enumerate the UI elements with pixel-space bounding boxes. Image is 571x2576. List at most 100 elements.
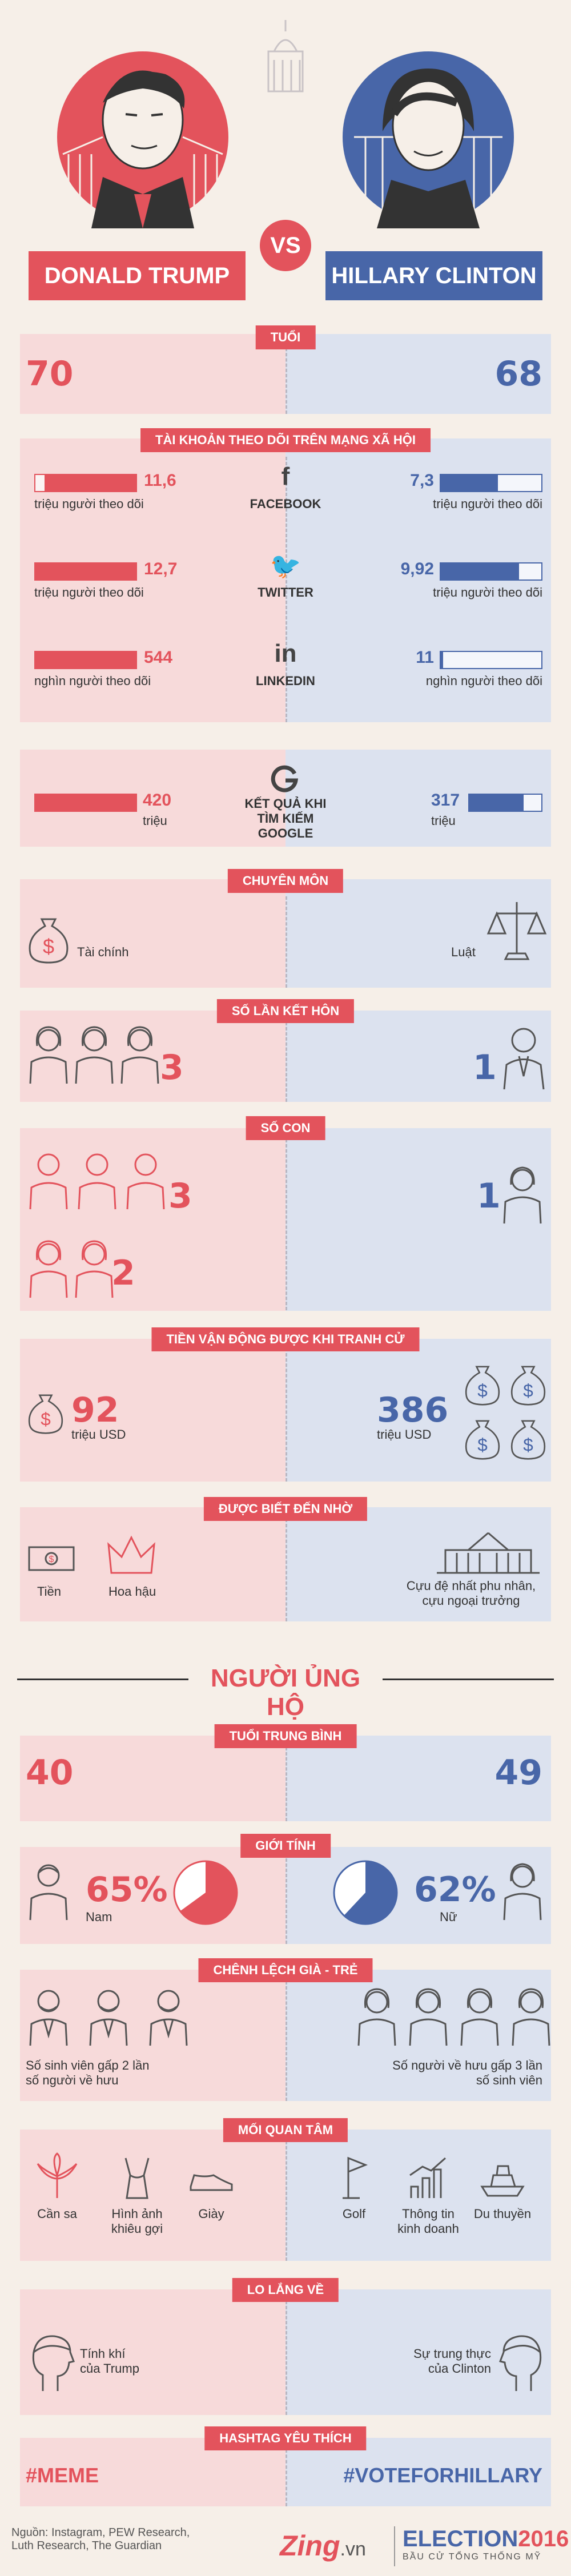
trump-linkedin-value: 544	[144, 648, 173, 667]
trump-google-bar	[34, 794, 137, 812]
daughter-icon	[29, 1240, 68, 1298]
capitol-icon	[267, 20, 304, 92]
trump-interest-label: Giày	[166, 2207, 257, 2221]
interest-line1: Du thuyền	[473, 2207, 532, 2221]
clinton-worry-line1: Sự trung thực	[413, 2346, 491, 2361]
money-bag-icon: $	[510, 1420, 546, 1460]
son-icon	[78, 1153, 116, 1210]
trump-bar-fill	[44, 475, 136, 491]
google-label: KẾT QUẢ KHI TÌM KIẾM GOOGLE	[228, 796, 343, 841]
trump-twitter-unit: triệu người theo dõi	[34, 585, 144, 599]
trump-profile-icon	[32, 2335, 75, 2391]
avg-age-title: Tuổi trung bình	[214, 1724, 357, 1748]
fundraising-title: Tiền vận động được khi tranh cử	[151, 1327, 420, 1351]
supporter-icon	[29, 1990, 68, 2046]
golf-flag-icon	[331, 2152, 377, 2204]
bill-clinton-icon	[503, 1028, 545, 1090]
trump-expertise: Tài chính	[77, 945, 129, 959]
clinton-twitter-unit: triệu người theo dõi	[433, 585, 542, 599]
interest-line1: Cần sa	[37, 2207, 77, 2221]
daughter-icon	[75, 1240, 114, 1298]
clinton-worry-line2: của Clinton	[428, 2361, 491, 2376]
interest-line1: Thông tin	[402, 2207, 455, 2221]
interest-line1: Giày	[198, 2207, 224, 2221]
trump-google-unit: triệu	[143, 814, 167, 828]
trump-portrait	[57, 51, 228, 228]
worries-title: Lo lắng về	[232, 2278, 339, 2302]
supporters-rule-right	[383, 1679, 554, 1680]
trump-worry-line2: của Trump	[80, 2361, 139, 2376]
pie-slice	[344, 1861, 397, 1924]
expertise-title: Chuyên môn	[227, 869, 344, 893]
trump-sons: 3	[168, 1176, 192, 1216]
clinton-facebook-bar	[440, 474, 542, 492]
trump-age: 70	[26, 354, 74, 394]
trump-avg-age: 40	[26, 1753, 74, 1793]
google-label-line2: TÌM KIẾM GOOGLE	[257, 811, 314, 840]
children-title: Số con	[246, 1116, 325, 1140]
twitter-icon: 🐦	[270, 552, 301, 580]
footer-separator	[394, 2526, 395, 2566]
trump-name: DONALD TRUMP	[44, 263, 230, 288]
trump-bar-fill	[35, 652, 136, 668]
son-icon	[29, 1153, 68, 1210]
pie-slice	[180, 1861, 237, 1924]
clinton-marriages: 1	[473, 1048, 497, 1088]
known-for-clinton-line2: cựu ngoại trưởng	[422, 1593, 520, 1608]
trump-fund-unit: triệu USD	[71, 1427, 126, 1442]
money-bag-icon: $	[29, 918, 69, 964]
wife-icon	[75, 1026, 114, 1084]
vs-badge: VS	[260, 220, 311, 271]
trump-age-gap-text: Số sinh viên gấp 2 lần số người về hưu	[26, 2058, 150, 2088]
known-for-title: Được biết đến nhờ	[203, 1497, 368, 1521]
svg-text:$: $	[477, 1434, 488, 1455]
clinton-age-gap-text: Số người về hưu gấp 3 lần số sinh viên	[377, 2058, 542, 2088]
clinton-bar-fill	[441, 652, 443, 668]
supporter-icon	[149, 1990, 188, 2046]
wife-icon	[120, 1026, 159, 1084]
clinton-linkedin-bar	[440, 651, 542, 669]
son-icon	[126, 1153, 165, 1210]
trump-name-box: DONALD TRUMP	[29, 251, 246, 300]
wife-icon	[29, 1026, 68, 1084]
clinton-fund-unit: triệu USD	[377, 1427, 432, 1442]
cannabis-leaf-icon	[34, 2152, 80, 2204]
source-line1: Nguồn: Instagram, PEW Research,	[11, 2526, 190, 2539]
source-line2: Luth Research, The Guardian	[11, 2539, 162, 2552]
trump-gender-pie	[173, 1860, 238, 1925]
known-for-clinton-line1: Cựu đệ nhất phu nhân,	[406, 1579, 536, 1593]
svg-text:$: $	[49, 1555, 54, 1564]
crown-icon	[107, 1535, 155, 1574]
gender-title: Giới tính	[240, 1834, 331, 1858]
trump-twitter-value: 12,7	[144, 560, 178, 578]
money-bag-icon: $	[465, 1420, 500, 1460]
clinton-google-bar	[468, 794, 542, 812]
trump-facebook-bar	[34, 474, 137, 492]
clinton-portrait	[343, 51, 514, 228]
trump-worry-line1: Tính khí	[80, 2346, 126, 2361]
lingerie-icon	[114, 2152, 160, 2204]
clinton-gender-pie	[333, 1860, 398, 1925]
interests-title: Mối quan tâm	[223, 2118, 348, 2142]
clinton-interest-label: Thông tin kinh doanh	[383, 2207, 474, 2236]
trump-interest-label: Cần sa	[11, 2207, 103, 2221]
trump-age-gap-line1: Số sinh viên gấp 2 lần	[26, 2058, 150, 2072]
trump-hashtag: #MEME	[26, 2464, 99, 2487]
header: DONALD TRUMP HILLARY CLINTON VS	[0, 0, 571, 320]
marriages-title: Số lần kết hôn	[216, 999, 355, 1023]
trump-age-gap-line2: số người về hưu	[26, 2073, 119, 2087]
clinton-worry: Sự trung thực của Clinton	[365, 2346, 491, 2376]
trump-worry: Tính khí của Trump	[80, 2346, 139, 2376]
supporters-rule-left	[17, 1679, 188, 1680]
supporter-icon	[357, 1988, 396, 2046]
trump-facebook-value: 11,6	[144, 471, 176, 490]
interest-line1: Golf	[342, 2207, 366, 2221]
platform-label: LINKEDIN	[256, 674, 315, 688]
clinton-age-gap-line2: số sinh viên	[476, 2073, 542, 2087]
trump-linkedin-bar	[34, 651, 137, 669]
trump-facebook-unit: triệu người theo dõi	[34, 497, 144, 511]
clinton-avg-age: 49	[494, 1753, 543, 1793]
clinton-fund-value: 386	[377, 1390, 449, 1430]
supporters-heading: NGƯỜI ỦNG HỘ	[210, 1664, 361, 1721]
trump-twitter-bar	[34, 562, 137, 581]
